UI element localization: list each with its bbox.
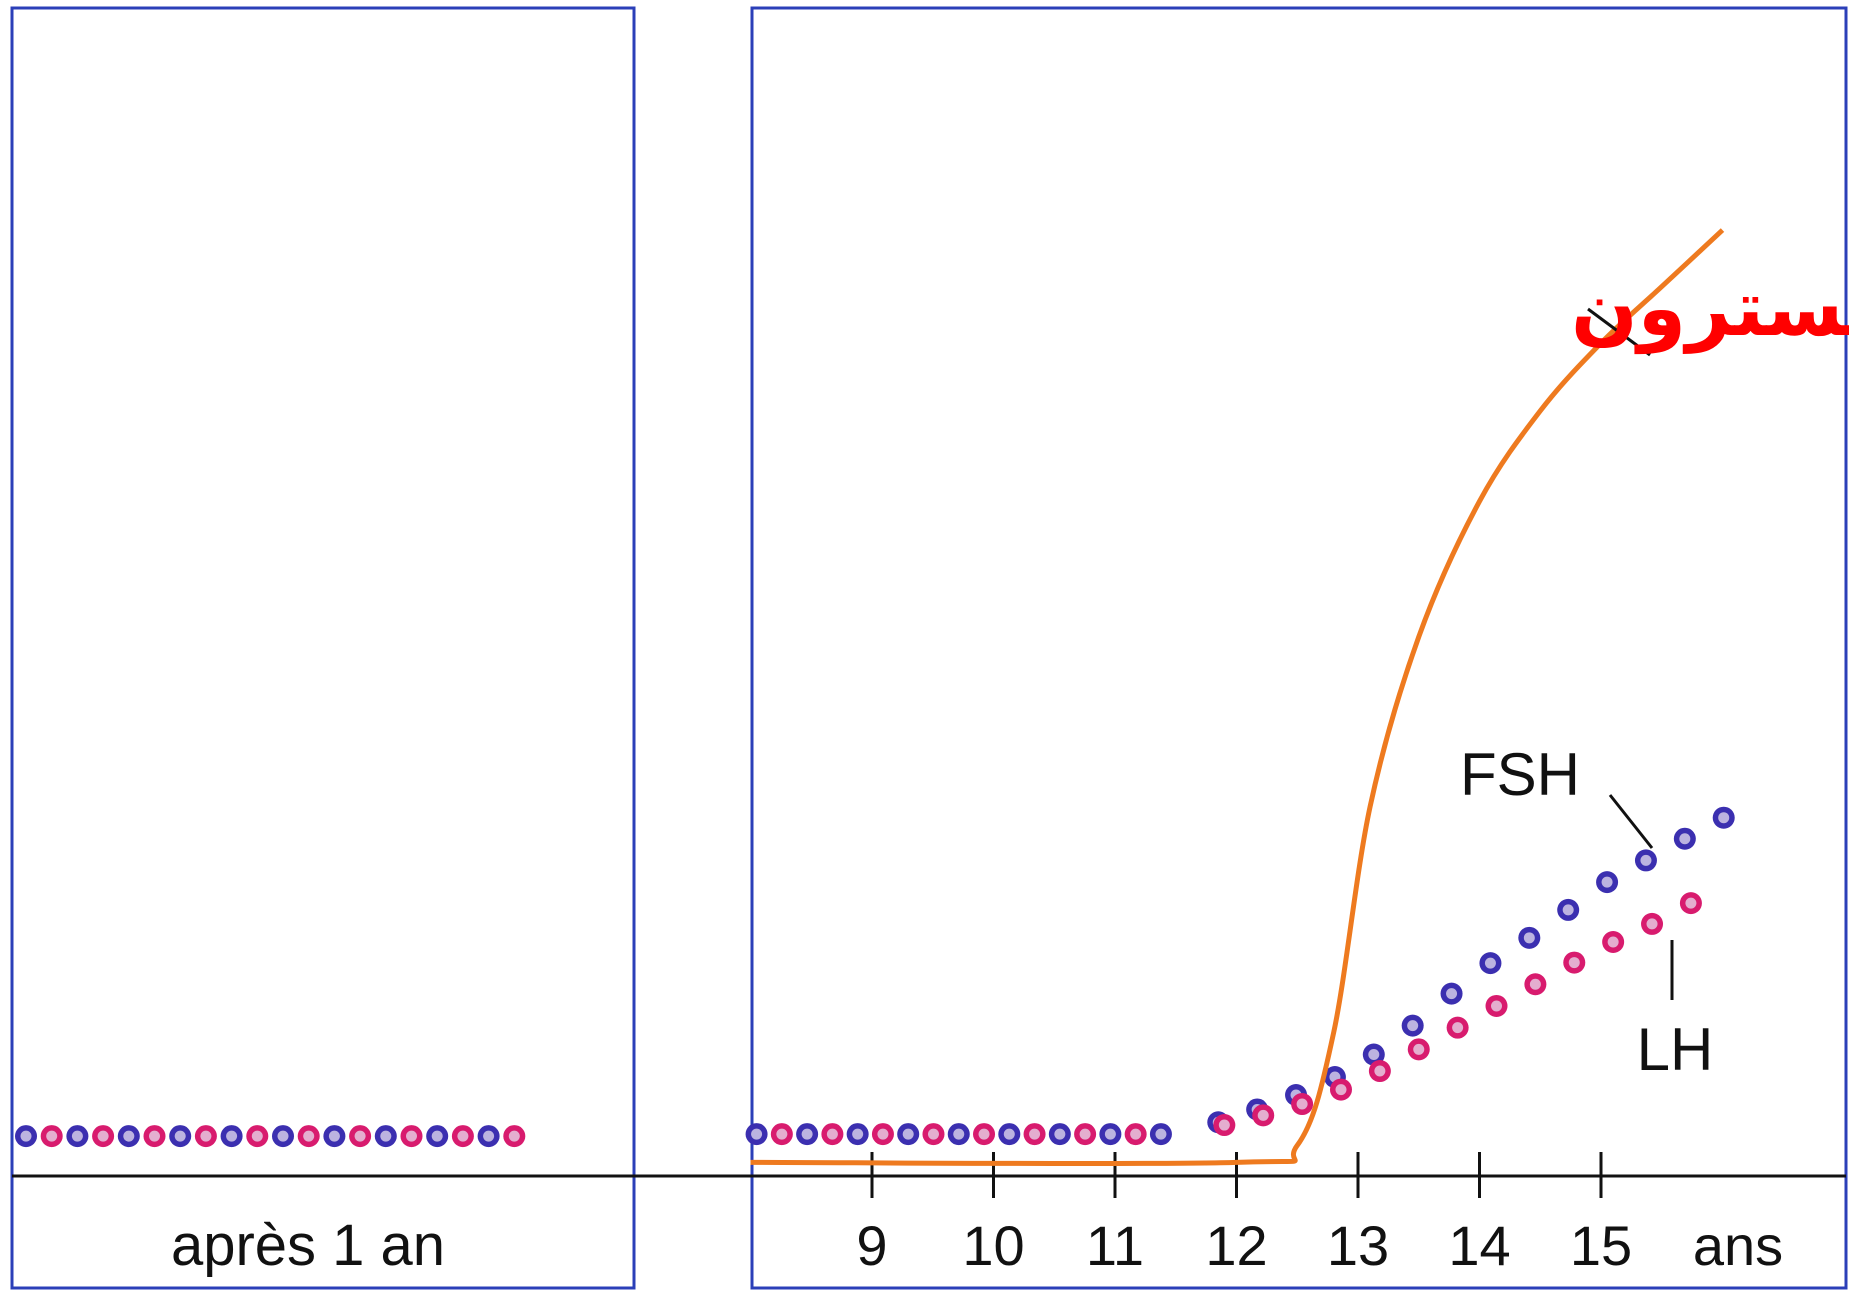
testosterone-line bbox=[750, 228, 1725, 1167]
lh-dot-highlight bbox=[776, 1128, 788, 1140]
x-tick-label-11: 11 bbox=[1086, 1214, 1144, 1277]
fsh-dot-highlight bbox=[1718, 812, 1730, 824]
fsh-dot-highlight bbox=[751, 1128, 763, 1140]
fsh-dot-highlight bbox=[1407, 1020, 1419, 1032]
left-lh-dot-highlight bbox=[251, 1130, 263, 1142]
lh-dot-highlight bbox=[1646, 918, 1658, 930]
testosterone-label: تستسترون bbox=[1571, 264, 1849, 354]
left-lh-dot-highlight bbox=[46, 1130, 58, 1142]
fsh-dot-highlight bbox=[1446, 988, 1458, 1000]
fsh-dot-highlight bbox=[1104, 1128, 1116, 1140]
fsh-dot-highlight bbox=[801, 1128, 813, 1140]
right-panel-frame bbox=[750, 6, 1848, 1290]
fsh-dot-highlight bbox=[852, 1128, 864, 1140]
x-tick-label-13: 13 bbox=[1327, 1214, 1389, 1277]
lh-dot-highlight bbox=[1374, 1065, 1386, 1077]
lh-dot-highlight bbox=[1218, 1119, 1230, 1131]
left-fsh-dot-highlight bbox=[380, 1130, 392, 1142]
lh-dot-highlight bbox=[1607, 936, 1619, 948]
fsh-label: FSH bbox=[1460, 741, 1580, 808]
left-lh-dot-highlight bbox=[406, 1130, 417, 1142]
lh-dot-highlight bbox=[1029, 1128, 1041, 1140]
right-panel-dots bbox=[745, 806, 1735, 1146]
left-fsh-dot-highlight bbox=[483, 1130, 495, 1142]
fsh-dot-highlight bbox=[1562, 904, 1574, 916]
lh-dot-highlight bbox=[1296, 1098, 1308, 1110]
left-fsh-dot-highlight bbox=[123, 1130, 135, 1142]
lh-dot-highlight bbox=[1491, 1000, 1503, 1012]
fsh-dot-highlight bbox=[1601, 876, 1613, 888]
x-tick-label-12: 12 bbox=[1205, 1214, 1267, 1277]
x-tick-label-10: 10 bbox=[962, 1214, 1024, 1277]
x-axis-unit-label: ans bbox=[1693, 1214, 1783, 1277]
fsh-dot-highlight bbox=[953, 1128, 965, 1140]
fsh-dot-highlight bbox=[1640, 854, 1652, 866]
left-lh-dot-highlight bbox=[354, 1130, 366, 1142]
left-lh-dot-highlight bbox=[200, 1130, 212, 1142]
left-fsh-dot-highlight bbox=[277, 1130, 289, 1142]
left-lh-dot-highlight bbox=[149, 1130, 160, 1142]
left-fsh-dot-highlight bbox=[226, 1130, 238, 1142]
x-tick-label-15: 15 bbox=[1570, 1214, 1632, 1277]
left-lh-dot-highlight bbox=[303, 1130, 315, 1142]
lh-dot-highlight bbox=[1452, 1022, 1464, 1034]
left-panel-frame bbox=[10, 6, 636, 1290]
left-panel-dots bbox=[15, 1125, 526, 1148]
lh-dot-highlight bbox=[978, 1128, 990, 1140]
left-fsh-dot-highlight bbox=[20, 1130, 32, 1142]
fsh-dot-highlight bbox=[1003, 1128, 1015, 1140]
left-lh-dot-highlight bbox=[97, 1130, 109, 1142]
lh-dot-highlight bbox=[1685, 897, 1697, 909]
fsh-dot-highlight bbox=[1054, 1128, 1066, 1140]
x-tick-label-9: 9 bbox=[856, 1214, 887, 1277]
lh-dot-highlight bbox=[1413, 1043, 1425, 1055]
lh-dot-highlight bbox=[1079, 1128, 1091, 1140]
lh-dot-highlight bbox=[1529, 978, 1541, 990]
lh-dot-highlight bbox=[1568, 957, 1580, 969]
left-panel-caption: après 1 an bbox=[171, 1213, 445, 1278]
left-lh-dot-highlight bbox=[457, 1130, 469, 1142]
left-fsh-dot-highlight bbox=[431, 1130, 443, 1142]
fsh-dot-highlight bbox=[902, 1128, 914, 1140]
fsh-dot-highlight bbox=[1155, 1128, 1167, 1140]
fsh-dot-highlight bbox=[1484, 957, 1496, 969]
fsh-dot-highlight bbox=[1368, 1049, 1380, 1061]
lh-dot-highlight bbox=[1130, 1128, 1142, 1140]
left-fsh-dot-highlight bbox=[71, 1130, 83, 1142]
lh-dot-highlight bbox=[877, 1128, 889, 1140]
lh-dot-highlight bbox=[1257, 1109, 1269, 1121]
fsh-dot-highlight bbox=[1523, 932, 1535, 944]
fsh-dot-highlight bbox=[1679, 833, 1691, 845]
lh-dot-highlight bbox=[1335, 1084, 1347, 1096]
x-axis-ticks: 9 10 11 12 13 14 15 bbox=[856, 1152, 1632, 1277]
lh-label: LH bbox=[1637, 1016, 1714, 1083]
lh-dot-highlight bbox=[927, 1128, 939, 1140]
lh-dot-highlight bbox=[826, 1128, 838, 1140]
left-fsh-dot-highlight bbox=[174, 1130, 186, 1142]
fsh-leader-line bbox=[1608, 794, 1654, 849]
left-lh-dot-highlight bbox=[508, 1130, 520, 1142]
left-fsh-dot-highlight bbox=[328, 1130, 340, 1142]
x-tick-label-14: 14 bbox=[1448, 1214, 1510, 1277]
testosterone-leader-line bbox=[1587, 307, 1651, 357]
